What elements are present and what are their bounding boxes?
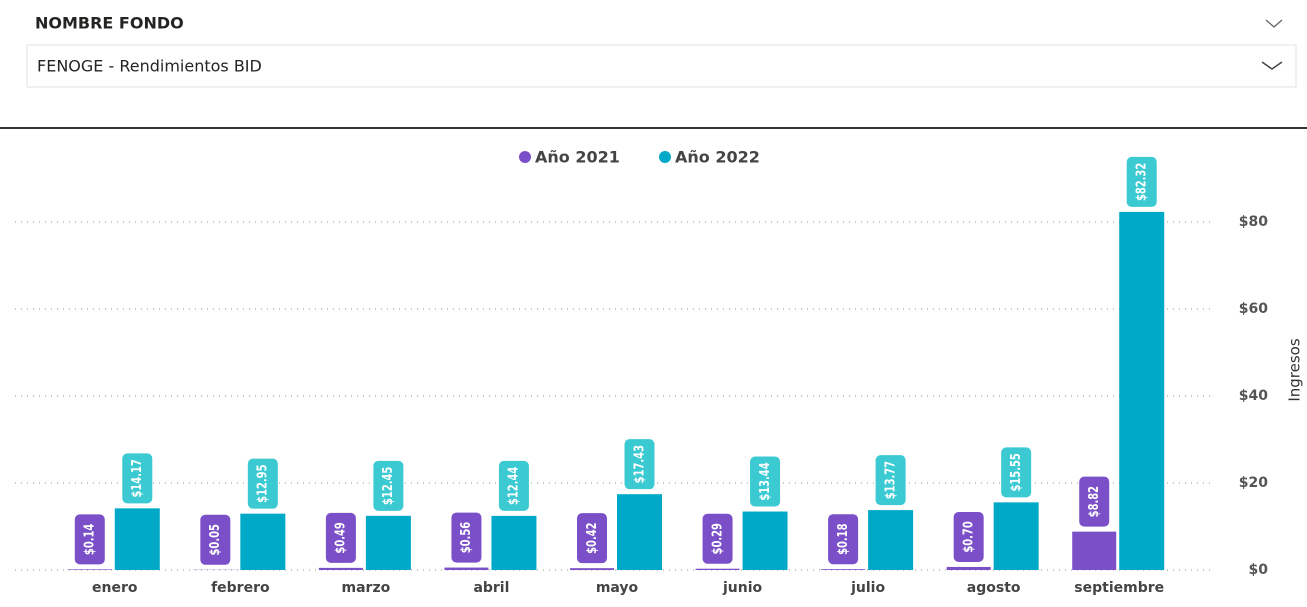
y-axis-label: Ingresos: [1286, 338, 1304, 402]
data-label: $17.43: [631, 445, 646, 483]
y-tick-label: $20: [1239, 475, 1268, 491]
legend-label: Año 2021: [535, 148, 620, 167]
data-label-box: [498, 460, 529, 511]
y-tick-label: $80: [1239, 214, 1268, 230]
data-label: $14.17: [129, 459, 144, 497]
data-label: $12.45: [380, 467, 395, 505]
x-tick-label: agosto: [967, 580, 1021, 596]
data-label-box: [953, 511, 984, 562]
bar: [1072, 531, 1117, 570]
x-tick-label: marzo: [342, 580, 391, 596]
y-tick-label: $60: [1239, 301, 1268, 317]
data-label-box: [577, 513, 607, 564]
data-label-box: [74, 514, 105, 565]
bar: [821, 569, 866, 570]
data-label: $0.14: [82, 523, 97, 555]
data-label: $13.44: [757, 462, 772, 501]
bar: [67, 569, 112, 570]
data-label-box: [1126, 156, 1157, 207]
slicer-header: NOMBRE FONDO: [35, 14, 184, 33]
dropdown-arrow: [1261, 61, 1283, 70]
data-label: $13.77: [883, 461, 898, 499]
bar: [365, 515, 411, 570]
data-label-box: [624, 439, 655, 490]
data-label: $15.55: [1008, 453, 1023, 491]
y-tick-label: $40: [1239, 388, 1268, 404]
data-label-box: [122, 453, 153, 504]
data-label: $0.18: [835, 524, 850, 555]
data-label-box: [451, 512, 482, 563]
x-tick-label: enero: [92, 580, 138, 596]
data-label: $0.70: [961, 521, 976, 553]
data-label: $8.82: [1086, 486, 1101, 517]
legend-marker: [519, 151, 531, 163]
data-label: $12.44: [506, 466, 521, 505]
chart: Año 2021 Año 2022 $0 $20 $40 $60 $80 Ingresos en…: [15, 148, 1304, 596]
slicer: NOMBRE FONDO FENOGE - Rendimientos BID: [26, 14, 1297, 88]
data-label-box: [325, 512, 356, 563]
data-label: $0.29: [709, 523, 724, 554]
data-label-box: [1079, 476, 1110, 527]
bar: [617, 494, 662, 570]
data-label-box: [247, 458, 278, 509]
data-label: $0.42: [584, 522, 599, 553]
y-tick-label: $0: [1249, 562, 1269, 578]
x-tick-label: abril: [473, 580, 509, 596]
legend-marker: [659, 151, 671, 163]
bar: [695, 568, 740, 570]
bar: [742, 511, 788, 570]
bar: [491, 515, 537, 570]
data-label: $82.32: [1134, 163, 1149, 201]
data-label-box: [875, 455, 906, 506]
x-tick-label: febrero: [211, 580, 270, 596]
bar: [1119, 211, 1165, 570]
data-label-box: [828, 514, 859, 565]
bar: [444, 567, 489, 570]
data-label: $0.56: [458, 522, 473, 553]
bar: [570, 568, 614, 570]
data-label-box: [200, 514, 231, 565]
legend-label: Año 2022: [675, 148, 760, 167]
x-tick-label: julio: [850, 580, 885, 596]
bar: [240, 513, 286, 570]
bar: [993, 502, 1039, 570]
dropdown-value: FENOGE - Rendimientos BID: [37, 57, 262, 76]
x-tick-label: junio: [722, 580, 763, 596]
data-label: $12.95: [255, 465, 270, 503]
bar: [318, 567, 363, 570]
x-tick-label: mayo: [596, 580, 639, 596]
collapse-icon[interactable]: [1265, 19, 1283, 28]
bar: [868, 510, 914, 570]
data-label: $0.05: [207, 524, 222, 555]
data-label-box: [373, 460, 404, 511]
bar: [946, 566, 991, 570]
dropdown[interactable]: [26, 44, 1297, 88]
data-label-box: [702, 513, 733, 564]
x-tick-label: septiembre: [1074, 580, 1164, 596]
bar: [114, 508, 160, 570]
data-label-box: [750, 456, 781, 507]
data-label-box: [1001, 447, 1032, 498]
data-label: $0.49: [333, 522, 348, 553]
